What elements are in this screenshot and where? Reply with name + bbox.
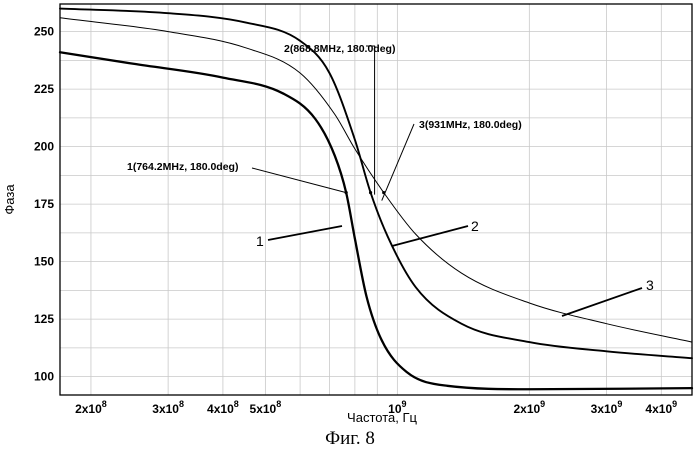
marker-leader-3 <box>382 124 414 201</box>
marker-label-3: 3(931MHz, 180.0deg) <box>419 119 522 131</box>
x-tick-label: 2x109 <box>513 399 545 416</box>
x-tick-label: 4x109 <box>645 399 677 416</box>
grid <box>60 4 692 395</box>
x-tick-label: 3x108 <box>152 399 184 416</box>
figure-caption: Фиг. 8 <box>0 428 700 450</box>
curve-label-1: 1 <box>256 233 264 249</box>
x-axis-title: Частота, Гц <box>347 410 417 425</box>
y-tick-label: 150 <box>34 255 54 269</box>
plot-frame <box>60 4 692 395</box>
marker-point-1 <box>345 191 348 194</box>
y-tick-label: 225 <box>34 82 54 96</box>
y-tick-label: 200 <box>34 140 54 154</box>
y-tick-label: 125 <box>34 312 54 326</box>
y-axis-ticks: 100 125 150 175 200 225 250 <box>34 25 54 384</box>
marker-leader-1 <box>252 168 346 193</box>
y-tick-label: 250 <box>34 25 54 39</box>
phase-chart: 100 125 150 175 200 225 250 2x108 3x108 4x108 5x1… <box>0 0 700 425</box>
marker-point-2 <box>369 191 372 194</box>
curve-leader-3 <box>562 288 642 316</box>
marker-label-1: 1(764.2MHz, 180.0deg) <box>127 161 238 173</box>
x-tick-label: 2x108 <box>75 399 107 416</box>
series-lines <box>60 9 692 390</box>
curve-label-2: 2 <box>471 218 479 234</box>
series-2-line <box>60 9 692 359</box>
x-tick-label: 4x108 <box>207 399 239 416</box>
y-tick-label: 175 <box>34 197 54 211</box>
series-1-line <box>60 52 692 389</box>
x-tick-label: 5x108 <box>250 399 282 416</box>
curve-leader-2 <box>392 226 468 246</box>
y-tick-label: 100 <box>34 370 54 384</box>
annotations: 1(764.2MHz, 180.0deg) 2(868.8MHz, 180.0de… <box>127 43 654 316</box>
marker-point-3 <box>382 191 385 194</box>
marker-label-2: 2(868.8MHz, 180.0deg) <box>284 43 395 55</box>
y-axis-title: Фаза <box>2 184 17 215</box>
curve-label-3: 3 <box>646 277 654 293</box>
x-tick-label: 3x109 <box>591 399 623 416</box>
